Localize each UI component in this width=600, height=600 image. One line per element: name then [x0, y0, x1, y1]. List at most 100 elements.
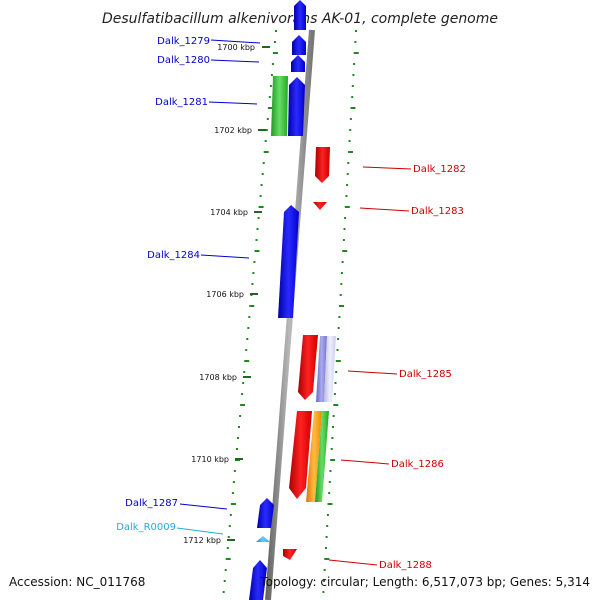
- feature-green-block[interactable]: [271, 76, 288, 136]
- gene-label-dalk-1288[interactable]: Dalk_1288: [379, 560, 432, 571]
- gc-dot-tracks: [222, 30, 359, 593]
- gc-dot: [238, 426, 240, 428]
- gc-dot: [322, 591, 325, 593]
- gc-dot: [266, 118, 269, 120]
- gc-dot: [324, 558, 330, 560]
- gene-dalk-1286[interactable]: [289, 411, 312, 499]
- feature-green-block-2[interactable]: [315, 411, 329, 502]
- gene-label-dalk-1279[interactable]: Dalk_1279: [157, 36, 210, 47]
- gene-label-dalk-1286[interactable]: Dalk_1286: [391, 459, 444, 470]
- gc-dot: [247, 327, 250, 329]
- gene-dalk-1285[interactable]: [298, 335, 318, 400]
- gc-dot: [230, 503, 236, 505]
- gc-dot: [232, 481, 235, 483]
- gc-dot: [344, 217, 347, 219]
- gc-dot: [349, 129, 352, 131]
- gene-dalk-1280[interactable]: [291, 55, 305, 72]
- gc-dot: [259, 195, 262, 197]
- gc-dot: [240, 404, 246, 406]
- gc-dot: [340, 283, 343, 285]
- gene-dalk-1284[interactable]: [278, 205, 299, 318]
- gc-dot: [225, 558, 231, 560]
- gene-dalk-1281[interactable]: [288, 77, 305, 136]
- gc-dot: [224, 569, 227, 571]
- gc-dot: [249, 305, 255, 307]
- gc-dot: [223, 580, 226, 582]
- gene-label-dalk-1281[interactable]: Dalk_1281: [155, 97, 208, 108]
- tick-label: 1712 kbp: [183, 536, 221, 545]
- tick-label: 1704 kbp: [210, 208, 248, 217]
- gc-dot: [351, 85, 354, 87]
- gene-label-dalk-r0009[interactable]: Dalk_R0009: [116, 522, 176, 533]
- gc-dot: [333, 404, 339, 406]
- gc-dot: [332, 426, 334, 428]
- gc-dot: [242, 382, 245, 384]
- gene-dalk-1287[interactable]: [257, 498, 274, 528]
- gc-dot: [260, 184, 263, 186]
- feature-lavender-block[interactable]: [324, 336, 336, 402]
- gc-dot: [346, 173, 349, 175]
- gc-dot: [348, 140, 351, 142]
- gc-dot: [255, 239, 258, 241]
- gc-dot: [227, 536, 230, 538]
- gc-dot: [326, 514, 329, 516]
- gc-dot: [353, 52, 359, 54]
- position-ticks: 1700 kbp 1702 kbp 1704 kbp 1706 kbp 1708…: [183, 43, 270, 545]
- topology-label: Topology: circular; Length: 6,517,073 bp…: [259, 575, 590, 589]
- gc-dot: [256, 228, 259, 230]
- gc-dot: [333, 393, 336, 395]
- gene-label-dalk-1285[interactable]: Dalk_1285: [399, 369, 452, 380]
- gc-dot: [336, 349, 339, 351]
- gene-dalk-1288[interactable]: [283, 549, 297, 560]
- gc-dot: [352, 74, 355, 76]
- gc-dot: [253, 261, 256, 263]
- gene-bottom-partial[interactable]: [249, 560, 267, 600]
- gene-dalk-1279[interactable]: [294, 0, 306, 30]
- gc-dot: [323, 580, 325, 582]
- gc-dot: [334, 382, 337, 384]
- gc-dot: [263, 151, 269, 153]
- tick-label: 1700 kbp: [217, 43, 255, 52]
- gc-dot: [328, 481, 331, 483]
- gene-dalk-1283[interactable]: [313, 202, 327, 210]
- gc-dot: [326, 525, 329, 527]
- gene-label-dalk-1284[interactable]: Dalk_1284: [147, 250, 200, 261]
- gc-dot: [335, 360, 341, 362]
- gc-dot: [245, 349, 248, 351]
- gene-dalk-r0009[interactable]: [256, 536, 270, 542]
- gc-dot: [328, 492, 331, 494]
- forward-strand-genes: [283, 147, 336, 560]
- gene-dalk-1282[interactable]: [315, 147, 330, 183]
- gene-label-dalk-1287[interactable]: Dalk_1287: [125, 498, 178, 509]
- gc-dot: [355, 30, 357, 32]
- gc-dot: [332, 415, 335, 417]
- feature-purple-block[interactable]: [316, 336, 327, 402]
- gc-dot: [269, 85, 272, 87]
- gc-dot: [345, 195, 348, 197]
- feature-orange-block[interactable]: [306, 411, 322, 502]
- gc-dot: [341, 261, 344, 263]
- gc-dot: [339, 305, 344, 307]
- gc-dot: [264, 140, 267, 142]
- gene-label-dalk-1283[interactable]: Dalk_1283: [411, 206, 464, 217]
- tick-label: 1708 kbp: [199, 373, 237, 382]
- gc-dot: [347, 162, 350, 164]
- gc-dot: [346, 184, 349, 186]
- gc-dot: [339, 294, 342, 296]
- gc-dot: [226, 547, 229, 549]
- gc-dot: [325, 547, 327, 549]
- gc-dot: [241, 393, 244, 395]
- gc-dot: [231, 492, 234, 494]
- tick-label: 1706 kbp: [206, 290, 244, 299]
- gene-label-dalk-1280[interactable]: Dalk_1280: [157, 55, 210, 66]
- gene-dalk-1279-segment[interactable]: [292, 35, 306, 55]
- gc-dot: [270, 74, 273, 76]
- gc-dot: [248, 316, 251, 318]
- gc-dot: [338, 316, 341, 318]
- gc-dot: [272, 52, 278, 54]
- gc-dot: [330, 448, 333, 450]
- gc-dot: [327, 503, 333, 505]
- gene-label-dalk-1282[interactable]: Dalk_1282: [413, 164, 466, 175]
- gc-dot: [330, 459, 336, 461]
